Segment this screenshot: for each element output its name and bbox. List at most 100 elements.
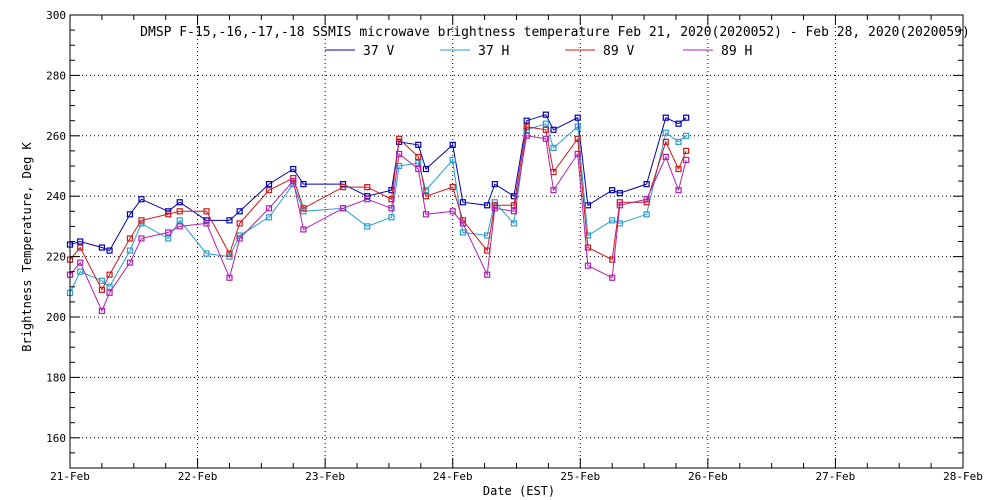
y-tick-label: 240 xyxy=(46,190,66,203)
data-point xyxy=(339,184,347,191)
data-point xyxy=(491,205,498,212)
data-point xyxy=(542,120,549,127)
data-point xyxy=(542,111,549,118)
data-point xyxy=(106,271,113,278)
data-point xyxy=(643,211,650,218)
data-point xyxy=(415,165,422,173)
data-point xyxy=(609,187,616,194)
data-point xyxy=(265,205,273,212)
data-point xyxy=(484,271,491,278)
axis-layer: 160 180 200 220 240 260 280 300 21-Feb 22-Feb 23-F… xyxy=(46,9,983,483)
data-point xyxy=(523,132,530,139)
data-point xyxy=(300,205,307,212)
y-tick-label: 280 xyxy=(46,69,66,82)
data-point xyxy=(683,114,690,121)
series-segment xyxy=(678,135,687,143)
data-point xyxy=(459,229,467,236)
data-point xyxy=(422,211,430,218)
data-point xyxy=(616,202,623,209)
data-point xyxy=(226,217,233,224)
series-line-89h xyxy=(69,135,679,313)
data-point xyxy=(203,250,210,257)
data-point xyxy=(510,220,518,227)
data-point xyxy=(226,274,233,281)
y-tick-label: 300 xyxy=(46,9,66,22)
series-segment xyxy=(678,159,687,191)
data-point xyxy=(675,165,682,173)
data-point xyxy=(364,184,371,191)
data-point xyxy=(165,229,172,236)
legend-label: 89 V xyxy=(603,44,634,59)
x-tick-label: 27-Feb xyxy=(816,470,856,483)
y-tick-label: 220 xyxy=(46,251,66,264)
data-point xyxy=(106,247,113,254)
data-point xyxy=(236,235,243,242)
data-point xyxy=(574,135,581,142)
data-point xyxy=(422,165,430,173)
data-point xyxy=(265,187,273,194)
x-tick-label: 23-Feb xyxy=(305,470,345,483)
data-point xyxy=(339,205,347,212)
data-point xyxy=(396,150,403,158)
data-point xyxy=(422,187,430,194)
data-point xyxy=(422,193,430,200)
data-point xyxy=(290,178,297,185)
data-point xyxy=(98,307,105,315)
data-point xyxy=(449,141,456,148)
data-point xyxy=(126,211,134,218)
data-point xyxy=(106,289,113,296)
y-tick-label: 260 xyxy=(46,130,66,143)
data-point xyxy=(459,220,467,227)
data-point xyxy=(176,208,183,215)
data-point xyxy=(616,190,623,197)
data-point xyxy=(550,187,557,194)
data-point xyxy=(675,187,682,194)
data-point xyxy=(364,223,371,230)
data-point xyxy=(396,135,403,142)
x-tick-label: 22-Feb xyxy=(178,470,218,483)
data-point xyxy=(574,123,581,130)
data-point xyxy=(77,268,84,275)
data-point xyxy=(300,181,307,188)
grid-layer xyxy=(70,15,963,468)
data-point xyxy=(236,220,243,227)
data-point xyxy=(265,181,273,188)
y-tick-label: 160 xyxy=(46,432,66,445)
data-point xyxy=(584,244,592,251)
data-point xyxy=(176,217,183,224)
data-point xyxy=(609,256,616,263)
legend: 37 V 37 H 89 V 89 H xyxy=(325,44,752,59)
data-point xyxy=(683,156,690,164)
legend-label: 37 H xyxy=(478,44,509,59)
data-point xyxy=(683,147,690,154)
legend-label: 37 V xyxy=(363,44,394,59)
data-point xyxy=(523,117,530,124)
data-point xyxy=(510,208,518,215)
data-point xyxy=(550,144,557,151)
data-point xyxy=(106,283,113,290)
data-point xyxy=(77,259,84,266)
data-point xyxy=(176,223,183,230)
data-point xyxy=(265,214,273,221)
data-point xyxy=(415,141,422,148)
data-point xyxy=(415,159,422,167)
y-axis-label: Brightness Temperature, Deg K xyxy=(20,141,34,351)
data-point xyxy=(236,208,243,215)
series-line-89v xyxy=(69,126,679,291)
x-tick-label: 26-Feb xyxy=(688,470,728,483)
data-point xyxy=(364,196,371,203)
data-point xyxy=(491,181,498,188)
data-point xyxy=(675,138,682,145)
x-tick-label: 25-Feb xyxy=(560,470,600,483)
data-point xyxy=(126,235,134,242)
chart-title: DMSP F-15,-16,-17,-18 SSMIS microwave br… xyxy=(140,25,970,40)
data-point xyxy=(388,196,395,203)
data-point xyxy=(542,135,549,142)
data-point xyxy=(449,156,456,164)
data-point xyxy=(300,226,307,233)
data-point xyxy=(126,247,134,254)
y-tick-label: 200 xyxy=(46,311,66,324)
data-point xyxy=(523,123,530,130)
data-point xyxy=(138,217,145,224)
